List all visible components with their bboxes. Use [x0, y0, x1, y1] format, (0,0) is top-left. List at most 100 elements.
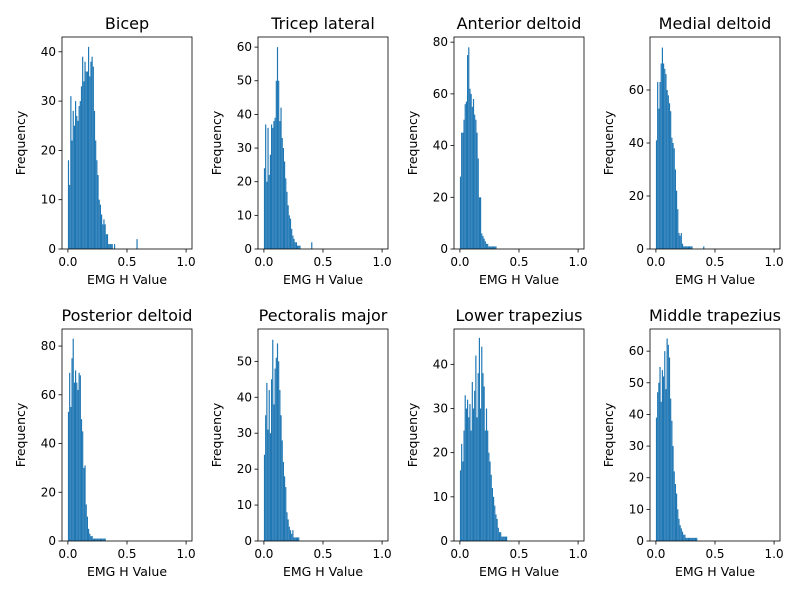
histogram-bar — [475, 119, 477, 249]
y-axis-label: Frequency — [601, 110, 616, 175]
histogram-bar — [278, 80, 280, 249]
y-tick-label: 10 — [41, 193, 56, 207]
histogram-bar — [88, 46, 90, 249]
histogram-bar — [284, 476, 286, 541]
histogram-bar — [659, 366, 661, 541]
histogram-bar — [109, 244, 111, 249]
histogram-bar — [281, 440, 283, 541]
x-tick-label: 0.0 — [254, 547, 273, 561]
histogram-bar — [86, 71, 88, 249]
histogram-bar — [268, 174, 270, 249]
histogram-bar — [491, 246, 493, 249]
histogram-bar — [292, 530, 294, 541]
histogram-bar — [661, 47, 663, 249]
histogram-bar — [476, 132, 478, 249]
histogram-bar — [668, 103, 671, 249]
x-tick-label: 1.0 — [177, 547, 196, 561]
subplot-4: 0.0 0.5 1.0 0 20 40 60 Medial deltoid EMG H Valu… — [601, 14, 784, 287]
y-axis-label: Frequency — [209, 110, 224, 175]
x-tick-label: 1.0 — [765, 547, 784, 561]
histogram-bar — [685, 537, 687, 541]
histogram-bar — [677, 509, 679, 541]
histogram-bar — [98, 199, 100, 249]
x-tick-label: 1.0 — [569, 547, 588, 561]
y-tick-label: 40 — [629, 407, 644, 421]
y-tick-label: 40 — [41, 45, 56, 59]
histogram-bar — [98, 538, 100, 541]
histogram-bar — [472, 99, 475, 249]
histogram-bar — [687, 537, 689, 541]
histogram-bar — [96, 160, 98, 249]
y-tick-label: 10 — [237, 498, 252, 512]
y-tick-label: 80 — [41, 339, 56, 353]
subplot-title: Bicep — [105, 14, 149, 33]
histogram-bar — [271, 379, 273, 541]
histogram-bars — [459, 337, 508, 541]
histogram-bar — [280, 107, 282, 250]
histogram-bar — [294, 242, 296, 249]
y-tick-label: 60 — [433, 87, 448, 101]
histogram-bars — [67, 46, 138, 250]
x-axis-label: EMG H Value — [479, 272, 559, 287]
histogram-bar — [298, 245, 300, 249]
histogram-bar — [468, 417, 470, 541]
histogram-bar — [282, 148, 284, 249]
histogram-bar — [665, 74, 667, 249]
histogram-bar — [78, 372, 80, 541]
histogram-bar — [72, 338, 74, 541]
histogram-bar — [82, 431, 84, 541]
histogram-bar — [279, 121, 281, 249]
y-tick-label: 20 — [433, 446, 448, 460]
histogram-bar — [91, 56, 93, 249]
histogram-bar — [104, 538, 106, 541]
y-tick-label: 30 — [629, 439, 644, 453]
histogram-bar — [468, 47, 470, 250]
histogram-bar — [670, 111, 672, 249]
histogram-bar — [681, 531, 684, 541]
histogram-bar — [263, 454, 266, 541]
x-tick-label: 1.0 — [373, 255, 392, 269]
histogram-bar — [655, 417, 658, 541]
histogram-bar — [490, 474, 492, 541]
histogram-bar — [285, 487, 287, 541]
x-tick-label: 0.0 — [254, 255, 273, 269]
y-tick-label: 30 — [237, 426, 252, 440]
histogram-bar — [288, 215, 290, 249]
histogram-bar — [703, 246, 705, 249]
y-tick-label: 0 — [440, 242, 448, 256]
x-tick-label: 0.0 — [58, 255, 77, 269]
histogram-bar — [674, 169, 676, 249]
histogram-bar — [657, 392, 659, 541]
histogram-bar — [279, 390, 281, 541]
histogram-bar — [103, 538, 105, 541]
histogram-bar — [676, 190, 678, 249]
histogram-bar — [89, 76, 91, 249]
subplot-title: Lower trapezius — [456, 306, 583, 325]
y-tick-label: 30 — [433, 402, 448, 416]
histogram-bar — [268, 390, 270, 541]
y-tick-label: 30 — [237, 141, 252, 155]
histogram-bar — [101, 538, 103, 541]
histogram-bar — [679, 235, 681, 249]
x-tick-label: 0.5 — [313, 547, 332, 561]
histogram-bar — [92, 66, 94, 250]
y-tick-label: 60 — [629, 344, 644, 358]
histogram-bar — [108, 244, 110, 249]
histogram-bar — [672, 446, 674, 541]
y-tick-label: 10 — [433, 490, 448, 504]
subplot-2: 0.0 0.5 1.0 0 10 20 30 40 50 60 Tricep lateral EMG … — [209, 14, 392, 287]
histogram-bar — [294, 537, 296, 541]
histogram-bar — [481, 233, 483, 249]
histogram-bar — [273, 121, 275, 249]
histogram-bar — [684, 534, 686, 541]
x-tick-label: 1.0 — [373, 547, 392, 561]
histogram-bar — [95, 538, 97, 541]
histogram-bar — [471, 106, 473, 250]
histogram-bar — [263, 168, 266, 249]
histogram-bar — [70, 406, 72, 541]
y-axis-label: Frequency — [405, 402, 420, 467]
histogram-bar — [71, 140, 73, 249]
y-tick-label: 40 — [41, 437, 56, 451]
histogram-bar — [494, 505, 496, 541]
